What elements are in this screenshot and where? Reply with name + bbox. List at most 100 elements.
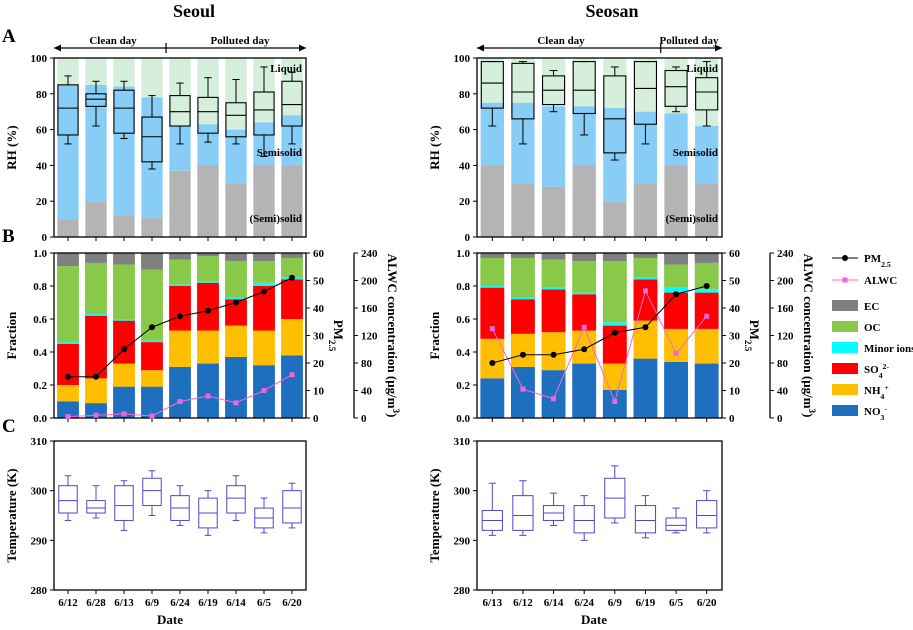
stack-so4-6/24 [169, 286, 191, 331]
range-arrows-seoul [54, 43, 306, 53]
phase-solid-bar [169, 170, 191, 237]
phase-solid-bar [633, 183, 658, 237]
box-iqr [603, 75, 627, 154]
box-iqr [634, 505, 657, 534]
stack-minor-ions-6/24 [169, 284, 191, 286]
x-tick-label-seosan: 6/20 [697, 597, 717, 609]
stack-no3-6/14 [225, 356, 247, 418]
y-axis-label-seosan-A: RH (%) [427, 125, 442, 169]
box-seoul-A-6/5 [253, 66, 275, 157]
panel-label-a: A [2, 26, 16, 47]
x-tick-label-seoul: 6/24 [170, 597, 190, 609]
stack-oc-6/9 [141, 269, 163, 341]
axes-frame-seosan-A [476, 57, 723, 238]
phase-liquid-bar [113, 58, 135, 87]
pm25-point-seoul [93, 373, 99, 380]
box-iqr [113, 89, 135, 134]
pm-tick-label-seoul: 10 [313, 386, 325, 398]
y-tick-label-seosan-C: 290 [454, 535, 471, 547]
stack-oc-6/24 [572, 261, 597, 293]
stack-no3-6/19 [633, 358, 658, 418]
stack-minor-ions-6/12 [57, 342, 79, 344]
box-seosan-C-6/14 [542, 492, 565, 526]
phase-liquid-bar [141, 58, 163, 98]
stack-ec-6/12 [57, 253, 79, 267]
legend-label-oc: OC [864, 322, 881, 334]
stack-no3-6/24 [169, 366, 191, 418]
box-seoul-A-6/19 [197, 77, 219, 143]
stack-minor-ions-6/24 [572, 292, 597, 295]
stack-no3-6/5 [664, 361, 689, 418]
pm25-point-seoul [177, 313, 183, 320]
y-tick-label-seoul-B: 0.8 [33, 281, 47, 293]
phase-semisolid-bar [141, 97, 163, 218]
phase-label-solid: (Semi)solid [665, 213, 718, 225]
x-tick-label-seoul: 6/12 [58, 597, 78, 609]
phase-liquid-bar [57, 58, 79, 85]
stack-oc-6/19 [197, 256, 219, 282]
box-iqr [512, 495, 534, 531]
pm25-point-seosan [489, 360, 496, 366]
stack-minor-ions-6/12 [510, 297, 535, 300]
stack-oc-6/19 [633, 257, 658, 278]
range-arrow-right [715, 44, 722, 52]
phase-semisolid-bar [633, 111, 658, 184]
title-seosan: Seosan [585, 1, 638, 21]
box-iqr [58, 485, 78, 514]
box-seosan-A-6/19 [633, 61, 658, 145]
phase-solid-bar [253, 165, 275, 237]
phase-label-liquid: Liquid [686, 63, 718, 75]
phase-solid-bar [603, 201, 627, 237]
box-iqr [633, 61, 658, 125]
alwc-tick-label-seosan: 0 [777, 413, 783, 425]
x-tick-label-seoul: 6/9 [145, 597, 160, 609]
alwc-point-seosan [551, 396, 557, 402]
x-tick-label-seosan: 6/9 [608, 597, 623, 609]
stack-oc-6/12 [57, 266, 79, 343]
y-axis-label-seosan-C: Temperature (K) [427, 468, 442, 562]
range-arrow-left [477, 44, 484, 52]
pm-tick-label-seoul: 30 [313, 331, 325, 343]
alwc-tick-label-seosan: 120 [777, 331, 794, 343]
phase-solid-bar [197, 165, 219, 237]
stack-minor-ions-6/14 [225, 297, 247, 300]
pm-tick-label-seosan: 40 [729, 303, 741, 315]
axes-frame-seosan-C [476, 440, 723, 591]
box-iqr [85, 93, 107, 107]
alwc-point-seosan [704, 313, 710, 319]
box-iqr [197, 96, 219, 134]
range-clean-seosan: Clean day [537, 35, 585, 47]
stack-nh4-6/20 [281, 319, 303, 356]
stack-so4-6/5 [664, 292, 689, 329]
x-tick-label-seoul: 6/13 [114, 597, 134, 609]
stack-minor-ions-6/28 [85, 314, 107, 316]
phase-solid-bar [57, 219, 79, 237]
y-tick-label-seosan-B: 0.2 [456, 380, 470, 392]
pm-tick-label-seoul: 20 [313, 358, 325, 370]
alwc-point-seoul [289, 372, 295, 378]
pm25-series-line-seosan [492, 285, 707, 364]
pm-tick-label-seosan: 30 [729, 331, 741, 343]
x-tick-label-seosan: 6/12 [513, 597, 533, 609]
box-iqr [57, 84, 79, 136]
phase-semisolid-bar [169, 126, 191, 171]
stack-nh4-6/9 [602, 363, 627, 390]
y-tick-label-seoul-A: 100 [31, 53, 48, 65]
stack-no3-6/20 [281, 355, 303, 418]
stack-ec-6/20 [281, 253, 303, 258]
stack-no3-6/9 [141, 386, 163, 418]
stack-no3-6/19 [197, 363, 219, 418]
pm-tick-label-seosan: 60 [729, 248, 741, 260]
y-axis-label-seoul-B: Fraction [4, 311, 19, 359]
alwc-point-seosan [489, 326, 495, 332]
legend-label-nh4: NH4+ [864, 383, 889, 401]
stack-ec-6/5 [664, 253, 689, 265]
box-seosan-A-6/20 [695, 61, 719, 127]
stack-minor-ions-6/14 [541, 287, 566, 290]
stack-so4-6/12 [57, 343, 79, 385]
box-seosan-A-6/13 [480, 61, 504, 127]
stack-minor-ions-6/19 [197, 281, 219, 283]
pm-tick-label-seosan: 0 [729, 413, 735, 425]
phase-solid-bar [664, 165, 688, 237]
y-tick-label-seosan-B: 0.0 [456, 413, 470, 425]
